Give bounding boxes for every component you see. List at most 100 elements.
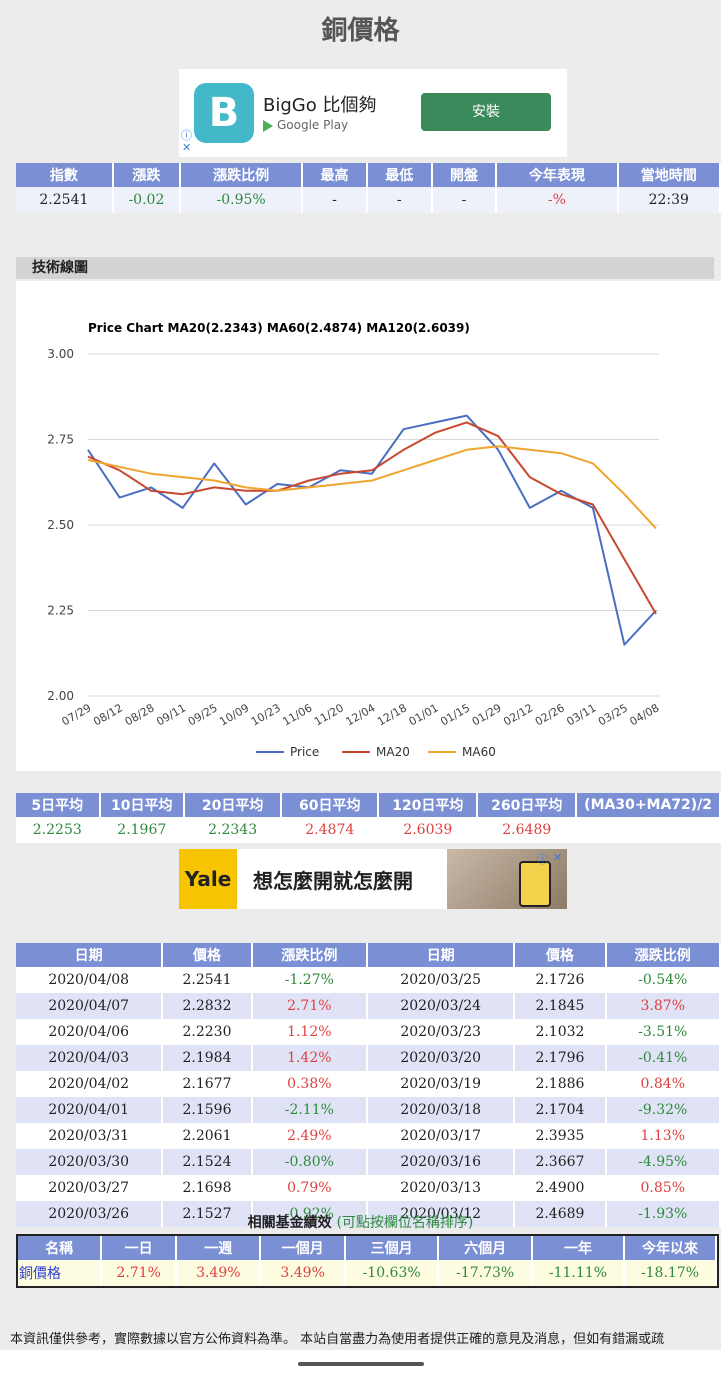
- ad-close-icon[interactable]: ✕: [182, 141, 192, 154]
- fund-sort-hint: (可點按欄位名稱排序): [336, 1215, 474, 1231]
- x-tick-label: 08/12: [91, 701, 125, 728]
- quote-header: 開盤: [432, 163, 498, 187]
- biggo-logo: B: [194, 83, 254, 143]
- table-row: 2020/04/07 2.2832 2.71% 2020/03/24 2.1845 3.8…: [16, 993, 721, 1019]
- home-indicator[interactable]: [0, 1350, 721, 1376]
- history-cell: 2020/04/07: [16, 993, 164, 1019]
- history-header: 日期: [368, 943, 516, 967]
- ad-info-icon[interactable]: ⓘ: [537, 853, 548, 866]
- history-cell: 2.2230: [163, 1019, 253, 1045]
- fund-header: 六個月: [439, 1236, 533, 1260]
- history-cell: 2020/03/20: [368, 1045, 516, 1071]
- history-cell: 2.4689: [515, 1201, 607, 1227]
- fund-header: 一年: [532, 1236, 625, 1260]
- history-cell: 2020/04/06: [16, 1019, 164, 1045]
- quote-cell: 22:39: [618, 187, 721, 213]
- history-cell: -1.27%: [252, 967, 369, 993]
- ad-app-name: BigGo 比個夠: [263, 95, 377, 116]
- history-cell: -1.93%: [606, 1201, 721, 1227]
- history-cell: 2.2541: [163, 967, 253, 993]
- fund-cell: 3.49%: [177, 1260, 262, 1286]
- page-title: 銅價格: [321, 16, 400, 46]
- fund-name-link[interactable]: 銅價格: [18, 1260, 103, 1286]
- history-cell: 2.1677: [163, 1071, 253, 1097]
- history-cell: 1.13%: [606, 1123, 721, 1149]
- history-header: 日期: [16, 943, 164, 967]
- series-line-price: [87, 414, 657, 646]
- quote-table: 指數 漲跌 漲跌比例 最高 最低 開盤 今年表現 當地時間 2.2541 -0.02 -0.95%…: [16, 163, 721, 213]
- history-cell: 2.1698: [163, 1175, 253, 1201]
- quote-header: 最低: [367, 163, 433, 187]
- history-cell: 2020/04/01: [16, 1097, 164, 1123]
- x-tick-label: 10/09: [217, 701, 251, 728]
- history-cell: -0.80%: [252, 1149, 369, 1175]
- history-cell: 2.1886: [515, 1071, 607, 1097]
- x-tick-label: 11/06: [280, 701, 314, 728]
- history-cell: -4.95%: [606, 1149, 721, 1175]
- ad-banner-yale[interactable]: Yale 想怎麼開就怎麼開 ⓘ ✕: [179, 849, 567, 909]
- history-cell: 2020/04/08: [16, 967, 164, 993]
- install-button[interactable]: 安裝: [421, 93, 551, 131]
- price-chart: Price Chart MA20(2.2343) MA60(2.4874) MA…: [16, 281, 721, 771]
- history-cell: 2020/03/13: [368, 1175, 516, 1201]
- history-header: 漲跌比例: [252, 943, 369, 967]
- table-row: 2020/03/31 2.2061 2.49% 2020/03/17 2.3935 1.1…: [16, 1123, 721, 1149]
- y-tick-label: 2.75: [47, 433, 74, 447]
- history-header: 漲跌比例: [606, 943, 721, 967]
- x-tick-label: 08/28: [123, 701, 157, 728]
- yale-logo: Yale: [179, 849, 237, 909]
- fund-header: 今年以來: [624, 1236, 717, 1260]
- history-cell: 2.1032: [515, 1019, 607, 1045]
- history-cell: 2.2061: [163, 1123, 253, 1149]
- table-row: 2020/04/02 2.1677 0.38% 2020/03/19 2.1886 0.8…: [16, 1071, 721, 1097]
- quote-header: 最高: [303, 163, 368, 187]
- x-tick-label: 02/12: [501, 701, 535, 728]
- x-tick-label: 01/01: [407, 701, 441, 728]
- table-row: 2020/04/06 2.2230 1.12% 2020/03/23 2.1032 -3.…: [16, 1019, 721, 1045]
- history-cell: -0.41%: [606, 1045, 721, 1071]
- x-tick-label: 07/29: [60, 701, 94, 728]
- history-cell: 0.79%: [252, 1175, 369, 1201]
- quote-header: 漲跌: [113, 163, 182, 187]
- ma-cell: 2.6039: [379, 817, 479, 843]
- history-cell: 3.87%: [606, 993, 721, 1019]
- quote-header: 今年表現: [497, 163, 619, 187]
- fund-table: 名稱 一日 一週 一個月 三個月 六個月 一年 今年以來 銅價格 2.71% 3.49% 3.49%…: [16, 1234, 719, 1288]
- ad-info-icon[interactable]: ⓘ: [181, 129, 192, 142]
- ad-banner-biggo[interactable]: B BigGo 比個夠 Google Play 安裝 ⓘ ✕: [179, 69, 567, 157]
- y-tick-label: 3.00: [47, 347, 74, 361]
- x-tick-label: 01/15: [438, 701, 472, 728]
- x-tick-label: 03/11: [564, 701, 598, 728]
- fund-cell: 3.49%: [261, 1260, 346, 1286]
- history-cell: -9.32%: [606, 1097, 721, 1123]
- history-cell: 2.1704: [515, 1097, 607, 1123]
- fund-header: 三個月: [345, 1236, 440, 1260]
- x-tick-label: 12/18: [375, 701, 409, 728]
- price-chart-svg: Price Chart MA20(2.2343) MA60(2.4874) MA…: [47, 321, 661, 759]
- history-cell: 2.1984: [163, 1045, 253, 1071]
- x-tick-label: 01/29: [470, 701, 504, 728]
- ma-header: 10日平均: [100, 793, 186, 817]
- x-tick-label: 12/04: [344, 701, 378, 728]
- history-cell: 2.2832: [163, 993, 253, 1019]
- x-tick-label: 03/25: [596, 701, 630, 728]
- history-cell: 0.85%: [606, 1175, 721, 1201]
- history-cell: 2.3935: [515, 1123, 607, 1149]
- quote-cell: 2.2541: [16, 187, 114, 213]
- history-cell: 2020/04/02: [16, 1071, 164, 1097]
- quote-cell: -: [432, 187, 498, 213]
- y-tick-label: 2.50: [47, 518, 74, 532]
- ad-close-icon[interactable]: ✕: [553, 851, 563, 864]
- table-row: 2020/03/30 2.1524 -0.80% 2020/03/16 2.3667 -4…: [16, 1149, 721, 1175]
- fund-cell: -18.17%: [624, 1260, 717, 1286]
- history-cell: 2020/04/03: [16, 1045, 164, 1071]
- history-cell: 2020/03/12: [368, 1201, 516, 1227]
- fund-link[interactable]: 銅價格: [19, 1266, 61, 1282]
- quote-cell: -0.02: [113, 187, 182, 213]
- history-cell: 2.1726: [515, 967, 607, 993]
- history-cell: -2.11%: [252, 1097, 369, 1123]
- history-cell: 1.42%: [252, 1045, 369, 1071]
- history-cell: 2.1845: [515, 993, 607, 1019]
- disclaimer: 本資訊僅供參考，實際數據以官方公佈資料為準。 本站自當盡力為使用者提供正確的意見…: [10, 1332, 665, 1347]
- x-tick-label: 10/23: [249, 701, 283, 728]
